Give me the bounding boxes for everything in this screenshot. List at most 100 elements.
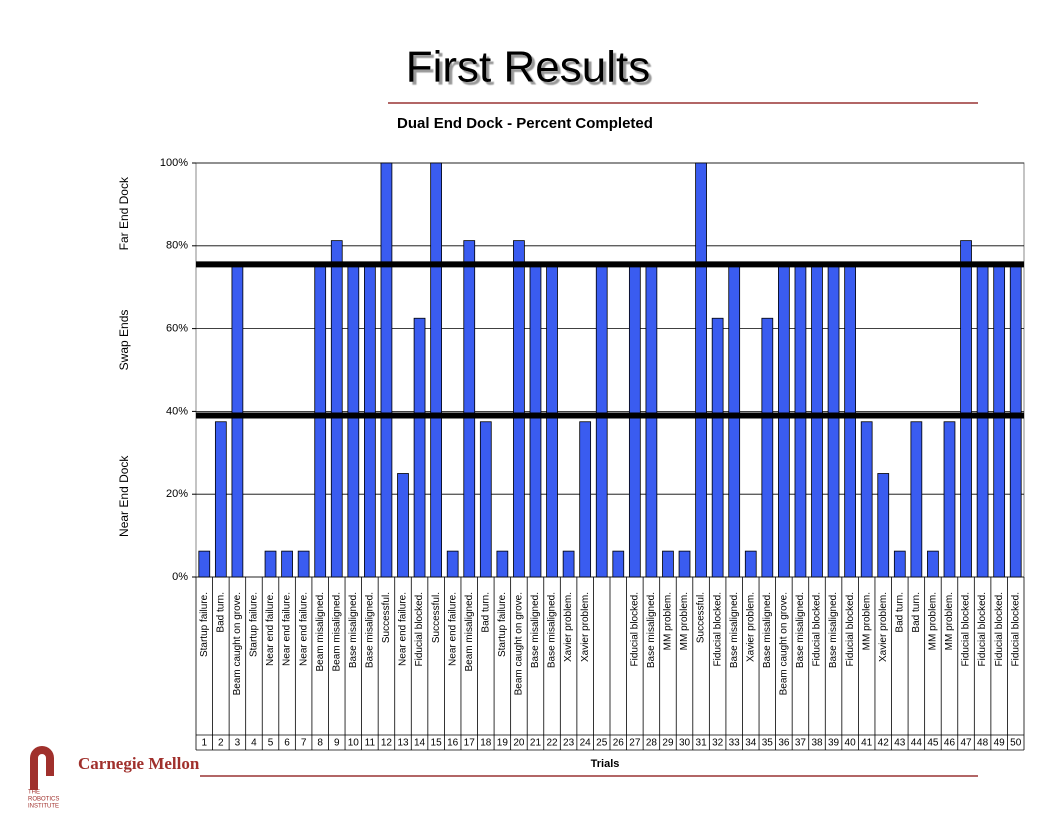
outcome-label: Base misaligned. bbox=[729, 592, 740, 668]
outcome-label: Base misaligned. bbox=[365, 592, 376, 668]
x-tick-label: 28 bbox=[646, 738, 658, 749]
x-tick-label: 8 bbox=[317, 738, 323, 749]
bar bbox=[976, 266, 989, 578]
outcome-label: Near end failure. bbox=[398, 592, 409, 666]
outcome-label: Fiducial blocked. bbox=[1010, 592, 1021, 666]
zone-label: Far End Dock bbox=[117, 176, 131, 250]
y-tick-label: 40% bbox=[166, 405, 188, 417]
x-tick-label: 27 bbox=[629, 738, 641, 749]
bar bbox=[744, 550, 757, 578]
outcome-label: Near end failure. bbox=[265, 592, 276, 666]
outcome-label: Beam misaligned. bbox=[331, 592, 342, 671]
x-tick-label: 2 bbox=[218, 738, 224, 749]
outcome-label: MM problem. bbox=[928, 592, 939, 650]
bar bbox=[579, 421, 592, 578]
x-tick-label: 22 bbox=[546, 738, 558, 749]
slide-title: First Results bbox=[406, 43, 650, 92]
bar bbox=[927, 550, 939, 578]
outcome-label: Fiducial blocked. bbox=[994, 592, 1005, 666]
outcome-label: MM problem. bbox=[861, 592, 872, 650]
logo-sub: THE bbox=[28, 790, 40, 796]
bar bbox=[297, 550, 310, 578]
outcome-label: Beam caught on grove. bbox=[779, 592, 790, 695]
outcome-label: Base misaligned. bbox=[795, 592, 806, 668]
outcome-label: Xavier problem. bbox=[563, 592, 574, 662]
x-tick-label: 3 bbox=[235, 738, 241, 749]
outcome-label: Fiducial blocked. bbox=[812, 592, 823, 666]
x-tick-label: 23 bbox=[563, 738, 575, 749]
y-tick-label: 0% bbox=[172, 571, 188, 583]
outcome-label: Base misaligned. bbox=[530, 592, 541, 668]
y-tick-label: 100% bbox=[160, 157, 188, 169]
x-tick-label: 4 bbox=[251, 738, 257, 749]
x-tick-label: 46 bbox=[944, 738, 956, 749]
x-tick-label: 26 bbox=[613, 738, 625, 749]
x-tick-label: 19 bbox=[497, 738, 509, 749]
bar bbox=[214, 421, 227, 578]
outcome-label: Near end failure. bbox=[447, 592, 458, 666]
outcome-label: MM problem. bbox=[663, 592, 674, 650]
x-tick-label: 31 bbox=[696, 738, 708, 749]
bar bbox=[562, 550, 575, 578]
x-tick-label: 5 bbox=[268, 738, 274, 749]
outcome-label: Xavier problem. bbox=[878, 592, 889, 662]
bar bbox=[711, 317, 724, 578]
outcome-label: Near end failure. bbox=[282, 592, 293, 666]
bar bbox=[695, 162, 707, 578]
outcome-label: Beam misaligned. bbox=[464, 592, 475, 671]
x-tick-label: 37 bbox=[795, 738, 807, 749]
bar bbox=[281, 550, 293, 578]
bar bbox=[943, 421, 956, 578]
x-tick-label: 48 bbox=[977, 738, 989, 749]
outcome-label: Xavier problem. bbox=[745, 592, 756, 662]
outcome-label: MM problem. bbox=[679, 592, 690, 650]
bar bbox=[993, 266, 1006, 578]
outcome-label: Successful. bbox=[381, 592, 392, 643]
x-tick-label: 25 bbox=[596, 738, 608, 749]
outcome-label: Startup failure. bbox=[249, 592, 260, 657]
outcome-label: Bad turn. bbox=[894, 592, 905, 633]
bar bbox=[513, 240, 525, 578]
outcome-label: Base misaligned. bbox=[547, 592, 558, 668]
outcome-label: Beam caught on grove. bbox=[232, 592, 243, 695]
outcome-label: Fiducial blocked. bbox=[845, 592, 856, 666]
outcome-label: MM problem. bbox=[944, 592, 955, 650]
outcome-label: Fiducial blocked. bbox=[961, 592, 972, 666]
outcome-label: Startup failure. bbox=[199, 592, 210, 657]
bar bbox=[479, 421, 492, 578]
outcome-label: Bad turn. bbox=[215, 592, 226, 633]
x-tick-label: 43 bbox=[894, 738, 906, 749]
outcome-label: Near end failure. bbox=[298, 592, 309, 666]
outcome-label: Fiducial blocked. bbox=[414, 592, 425, 666]
bar bbox=[827, 266, 840, 578]
outcome-label: Bad turn. bbox=[480, 592, 491, 633]
bar bbox=[496, 550, 509, 578]
x-tick-label: 7 bbox=[301, 738, 307, 749]
x-axis-label: Trials bbox=[591, 758, 620, 770]
bar bbox=[430, 162, 442, 578]
bar bbox=[529, 266, 542, 578]
bar bbox=[910, 421, 923, 578]
outcome-label: Beam caught on grove. bbox=[514, 592, 525, 695]
bar bbox=[662, 550, 674, 578]
outcome-label: Successful. bbox=[696, 592, 707, 643]
x-tick-label: 33 bbox=[729, 738, 741, 749]
x-tick-label: 6 bbox=[284, 738, 290, 749]
outcome-label: Fiducial blocked. bbox=[629, 592, 640, 666]
y-tick-label: 60% bbox=[166, 323, 188, 335]
x-tick-label: 34 bbox=[745, 738, 757, 749]
x-tick-label: 11 bbox=[365, 738, 376, 749]
x-tick-label: 29 bbox=[662, 738, 674, 749]
outcome-label: Successful. bbox=[431, 592, 442, 643]
bar bbox=[347, 266, 360, 578]
x-tick-label: 24 bbox=[580, 738, 592, 749]
x-tick-label: 17 bbox=[464, 738, 476, 749]
x-tick-label: 10 bbox=[348, 738, 360, 749]
x-tick-label: 44 bbox=[911, 738, 923, 749]
bar bbox=[330, 240, 343, 578]
logo-sub: INSTITUTE bbox=[28, 804, 59, 810]
bar bbox=[811, 266, 823, 578]
x-tick-label: 20 bbox=[513, 738, 525, 749]
x-tick-label: 9 bbox=[334, 738, 340, 749]
bar bbox=[463, 240, 476, 578]
